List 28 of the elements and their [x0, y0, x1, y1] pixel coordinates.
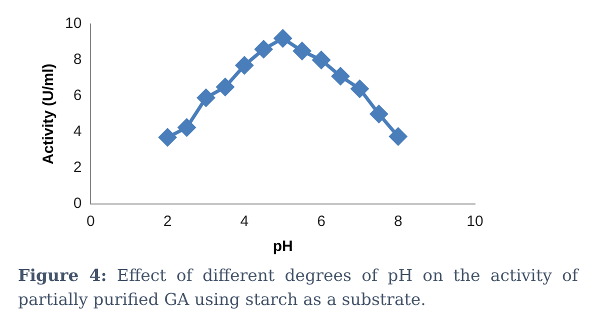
- x-tick-label: 6: [317, 213, 326, 230]
- point: [236, 56, 254, 74]
- point: [216, 78, 234, 96]
- caption: Figure 4: Effect of different degrees of pH on the activity of partially purified GA using starch as a substrate.: [18, 265, 578, 311]
- point: [370, 105, 388, 123]
- point: [197, 89, 215, 107]
- y-tick-label: 0: [73, 195, 82, 212]
- point: [293, 42, 311, 60]
- point: [312, 51, 330, 69]
- x-tick-label: 10: [466, 213, 484, 230]
- y-axis-title: Activity (U/ml): [40, 64, 58, 164]
- point: [332, 67, 350, 85]
- point: [254, 40, 272, 58]
- x-axis-title: pH: [272, 238, 293, 256]
- point: [158, 128, 176, 146]
- y-tick-label: 2: [73, 159, 82, 176]
- x-tick-label: 8: [394, 213, 402, 230]
- y-tick-label: 6: [73, 87, 82, 104]
- x-tick-label: 0: [86, 213, 95, 230]
- point: [350, 80, 368, 98]
- y-tick-label: 4: [73, 123, 82, 140]
- point: [389, 128, 407, 146]
- y-tick-label: 10: [64, 15, 82, 32]
- point: [178, 118, 196, 136]
- point: [274, 30, 292, 48]
- x-tick-label: 2: [163, 213, 172, 230]
- y-tick-label: 8: [73, 51, 82, 68]
- x-tick-label: 4: [240, 213, 249, 230]
